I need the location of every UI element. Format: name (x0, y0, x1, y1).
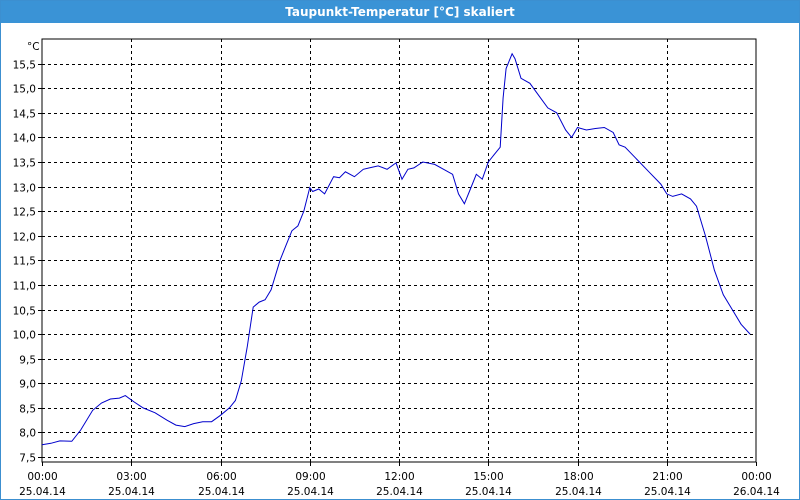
y-axis-unit-label: °C (27, 41, 40, 53)
x-tick-date-label: 25.04.14 (644, 486, 691, 498)
x-tick-time-label: 09:00 (295, 471, 325, 483)
y-tick-label: 8,5 (19, 404, 36, 416)
x-tick-date-label: 25.04.14 (287, 486, 334, 498)
y-tick-label: 7,5 (19, 453, 36, 465)
series-line (41, 52, 751, 446)
x-tick-time-label: 12:00 (384, 471, 414, 483)
y-tick-label: 8,0 (19, 428, 36, 440)
grid-lines (42, 39, 756, 462)
window-title: Taupunkt-Temperatur [°C] skaliert (1, 1, 799, 23)
y-tick-label: 13,0 (13, 183, 36, 195)
y-tick-label: 9,5 (19, 355, 36, 367)
y-tick-label: 15,0 (13, 84, 36, 96)
x-tick-date-label: 26.04.14 (733, 486, 780, 498)
x-tick-date-label: 25.04.14 (198, 486, 245, 498)
x-tick-time-label: 18:00 (563, 471, 593, 483)
x-tick-date-label: 25.04.14 (376, 486, 423, 498)
x-tick-time-label: 00:00 (741, 471, 771, 483)
y-tick-label: 11,5 (13, 256, 36, 268)
y-tick-label: 15,5 (13, 60, 36, 72)
y-tick-label: 12,5 (13, 207, 36, 219)
y-tick-label: 14,5 (13, 109, 36, 121)
x-tick-time-label: 06:00 (206, 471, 236, 483)
x-tick-time-label: 00:00 (27, 471, 57, 483)
x-tick-time-label: 21:00 (652, 471, 682, 483)
y-tick-label: 11,0 (13, 281, 36, 293)
x-tick-time-label: 03:00 (116, 471, 146, 483)
x-axis-ticks: 00:00 25.04.14 03:00 25.04.14 06:00 25.04.14 0… (19, 462, 780, 498)
y-tick-label: 12,0 (13, 232, 36, 244)
y-tick-label: 13,5 (13, 158, 36, 170)
y-axis-ticks: 7,5 8,0 8,5 9,0 9,5 10,0 10,5 11,0 11,5 12,0 12,5 1… (13, 60, 42, 465)
x-tick-date-label: 25.04.14 (108, 486, 155, 498)
y-tick-label: 14,0 (13, 133, 36, 145)
y-tick-label: 10,0 (13, 330, 36, 342)
y-tick-label: 9,0 (19, 379, 36, 391)
x-tick-time-label: 15:00 (473, 471, 503, 483)
x-tick-date-label: 25.04.14 (19, 486, 66, 498)
x-tick-date-label: 25.04.14 (555, 486, 602, 498)
x-tick-date-label: 25.04.14 (465, 486, 512, 498)
y-tick-label: 10,5 (13, 306, 36, 318)
